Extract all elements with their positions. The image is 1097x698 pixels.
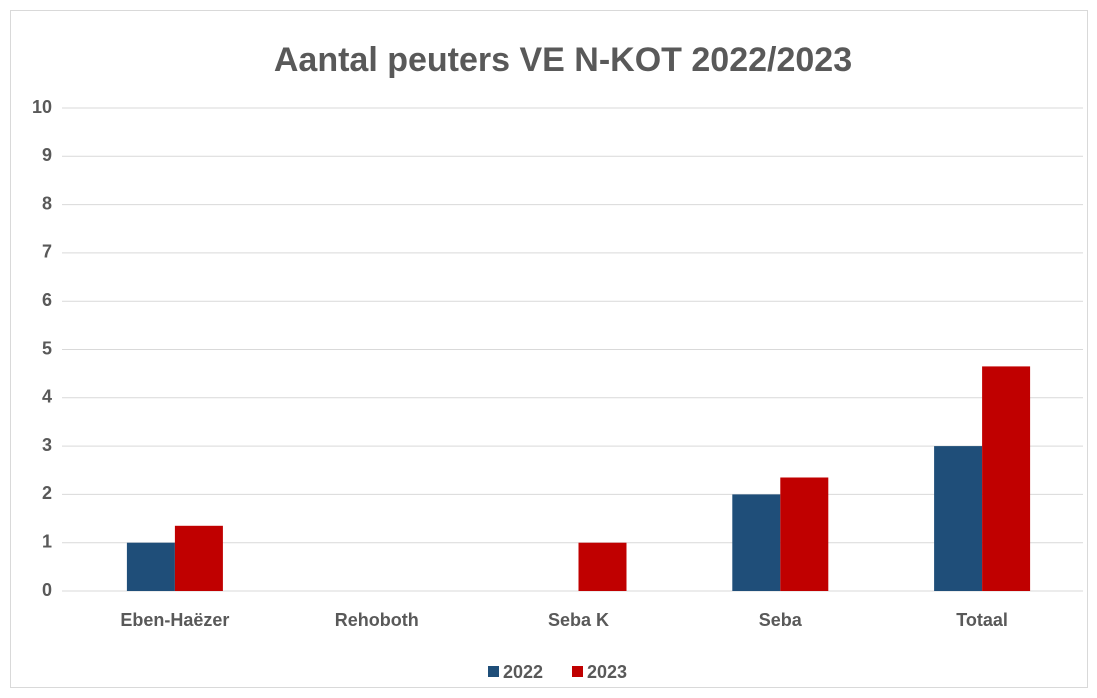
y-tick-label: 1	[42, 531, 52, 551]
chart-title: Aantal peuters VE N-KOT 2022/2023	[274, 41, 852, 79]
y-tick-label: 8	[42, 193, 52, 213]
bar	[578, 542, 627, 591]
x-tick-label: Eben-Haëzer	[120, 610, 229, 630]
bar	[934, 446, 983, 591]
bar	[174, 525, 223, 591]
y-tick-label: 0	[42, 580, 52, 600]
x-tick-label: Totaal	[956, 610, 1008, 630]
legend-label: 2023	[587, 662, 627, 682]
y-tick-label: 3	[42, 435, 52, 455]
bar	[126, 542, 175, 591]
legend-swatch	[488, 666, 499, 677]
x-tick-label: Rehoboth	[335, 610, 419, 630]
x-tick-label: Seba K	[548, 610, 609, 630]
y-tick-label: 2	[42, 483, 52, 503]
y-tick-label: 10	[32, 97, 52, 117]
y-tick-label: 5	[42, 338, 52, 358]
y-tick-label: 6	[42, 290, 52, 310]
y-tick-label: 9	[42, 145, 52, 165]
legend-swatch	[572, 666, 583, 677]
bar	[982, 366, 1031, 591]
y-tick-label: 7	[42, 242, 52, 262]
legend-label: 2022	[503, 662, 543, 682]
x-tick-label: Seba	[759, 610, 803, 630]
bar	[732, 494, 781, 591]
bar	[780, 477, 829, 591]
y-tick-label: 4	[42, 387, 52, 407]
